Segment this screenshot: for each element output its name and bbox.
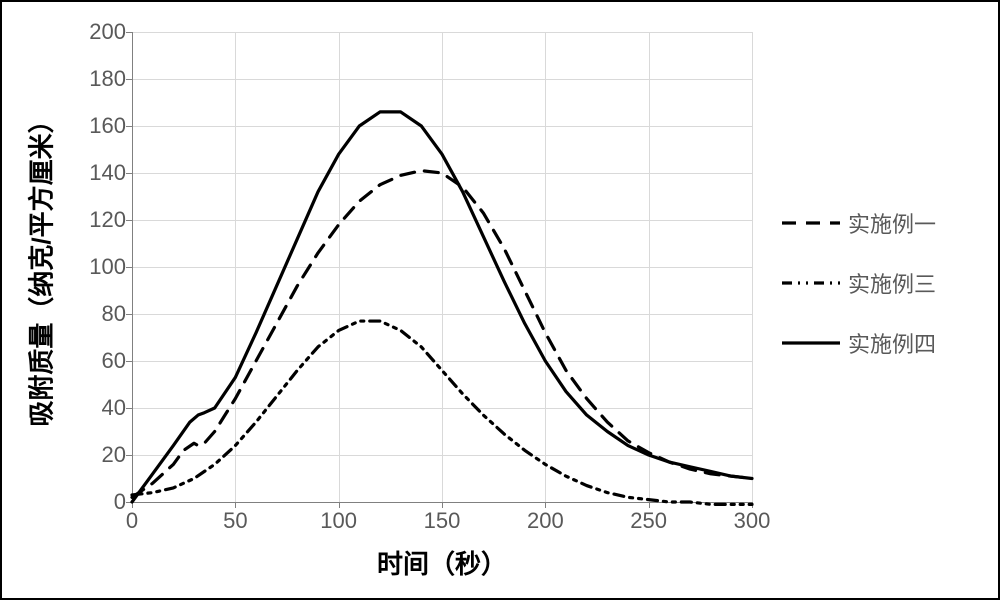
tick-label-y: 40 bbox=[102, 395, 132, 421]
gridline-v bbox=[752, 32, 753, 502]
tick-label-y: 20 bbox=[102, 442, 132, 468]
tick-label-x: 250 bbox=[630, 502, 667, 534]
plot-area: 0204060801001201401601802000501001502002… bbox=[132, 32, 752, 502]
legend-item-1: 实施例三 bbox=[782, 267, 936, 299]
tick-label-y: 180 bbox=[89, 66, 132, 92]
y-axis-label: 吸附质量（纳克/平方厘米） bbox=[22, 107, 59, 426]
tick-label-y: 120 bbox=[89, 207, 132, 233]
x-axis-label: 时间（秒） bbox=[377, 544, 507, 581]
series-svg bbox=[132, 32, 752, 502]
tick-label-x: 100 bbox=[320, 502, 357, 534]
tick-label-x: 200 bbox=[527, 502, 564, 534]
tick-label-x: 150 bbox=[424, 502, 461, 534]
series-line-2 bbox=[132, 112, 752, 502]
series-line-0 bbox=[132, 171, 752, 498]
tick-label-y: 140 bbox=[89, 160, 132, 186]
x-axis-line bbox=[132, 502, 752, 503]
chart-container: 0204060801001201401601802000501001502002… bbox=[0, 0, 1000, 600]
tick-label-x: 300 bbox=[734, 502, 771, 534]
tick-label-y: 100 bbox=[89, 254, 132, 280]
legend-item-0: 实施例一 bbox=[782, 207, 936, 239]
tick-label-y: 80 bbox=[102, 301, 132, 327]
legend-item-2: 实施例四 bbox=[782, 327, 936, 359]
legend-swatch bbox=[782, 273, 840, 293]
legend: 实施例一实施例三实施例四 bbox=[782, 207, 936, 359]
tick-label-y: 60 bbox=[102, 348, 132, 374]
legend-label: 实施例四 bbox=[848, 327, 936, 359]
tick-label-x: 0 bbox=[126, 502, 138, 534]
tick-label-y: 200 bbox=[89, 19, 132, 45]
tick-label-x: 50 bbox=[223, 502, 247, 534]
legend-swatch bbox=[782, 333, 840, 353]
tick-label-y: 160 bbox=[89, 113, 132, 139]
legend-swatch bbox=[782, 213, 840, 233]
legend-label: 实施例三 bbox=[848, 267, 936, 299]
legend-label: 实施例一 bbox=[848, 207, 936, 239]
